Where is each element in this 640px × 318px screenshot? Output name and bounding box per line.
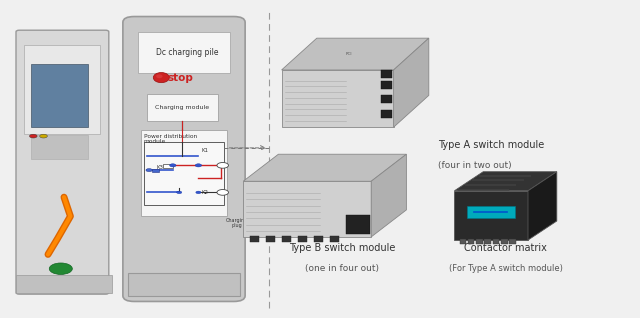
Text: K2: K2 xyxy=(202,190,209,195)
Bar xyxy=(31,135,88,159)
FancyBboxPatch shape xyxy=(16,30,109,294)
Circle shape xyxy=(49,263,72,274)
Text: (For Type A switch module): (For Type A switch module) xyxy=(449,264,563,273)
Bar xyxy=(147,94,218,121)
Bar xyxy=(381,95,392,103)
Bar xyxy=(346,215,370,234)
Polygon shape xyxy=(243,181,371,237)
Circle shape xyxy=(29,134,37,138)
Text: Contactor matrix: Contactor matrix xyxy=(464,243,547,253)
Polygon shape xyxy=(282,70,394,127)
Bar xyxy=(381,81,392,89)
Bar xyxy=(282,236,291,242)
Text: (four in two out): (four in two out) xyxy=(438,161,512,170)
Text: Type A switch module: Type A switch module xyxy=(438,140,545,150)
Bar xyxy=(468,239,474,244)
Polygon shape xyxy=(528,172,557,240)
Text: Charging module: Charging module xyxy=(156,105,209,110)
Text: stop: stop xyxy=(168,73,193,83)
Bar xyxy=(476,239,483,244)
Polygon shape xyxy=(371,154,406,237)
Bar xyxy=(467,206,515,218)
Bar xyxy=(138,32,230,73)
Bar xyxy=(250,236,259,242)
Bar xyxy=(330,236,339,242)
Polygon shape xyxy=(243,154,406,181)
Bar xyxy=(31,64,88,127)
Bar xyxy=(460,239,466,244)
Circle shape xyxy=(40,134,47,138)
Polygon shape xyxy=(282,38,429,70)
Text: K3: K3 xyxy=(157,165,164,170)
Circle shape xyxy=(217,162,228,168)
Bar xyxy=(266,236,275,242)
Text: Type B switch module: Type B switch module xyxy=(289,243,396,253)
Polygon shape xyxy=(454,191,528,240)
Bar xyxy=(16,275,112,293)
Bar xyxy=(152,169,159,172)
Circle shape xyxy=(170,164,176,167)
Bar xyxy=(24,45,100,134)
Polygon shape xyxy=(454,172,557,191)
Bar xyxy=(298,236,307,242)
Text: PCI: PCI xyxy=(346,52,352,56)
Bar xyxy=(484,239,491,244)
Text: Charging
plug: Charging plug xyxy=(226,218,248,228)
Ellipse shape xyxy=(153,73,169,83)
Text: Power distribution
module: Power distribution module xyxy=(144,134,197,144)
Circle shape xyxy=(146,169,152,172)
Ellipse shape xyxy=(156,74,163,78)
Bar xyxy=(381,110,392,118)
Text: Dc charging pile: Dc charging pile xyxy=(156,48,218,57)
Polygon shape xyxy=(394,38,429,127)
Circle shape xyxy=(217,190,228,195)
Bar xyxy=(314,236,323,242)
Bar xyxy=(381,70,392,78)
Bar xyxy=(509,239,516,244)
Bar xyxy=(501,239,508,244)
Text: (one in four out): (one in four out) xyxy=(305,264,380,273)
FancyBboxPatch shape xyxy=(123,17,245,301)
Bar xyxy=(493,239,499,244)
Circle shape xyxy=(196,191,201,194)
Bar xyxy=(163,164,173,168)
Bar xyxy=(141,130,227,216)
Circle shape xyxy=(177,191,182,194)
Text: K1: K1 xyxy=(202,148,209,153)
Bar xyxy=(128,273,240,296)
Circle shape xyxy=(195,164,202,167)
Bar xyxy=(144,142,224,205)
